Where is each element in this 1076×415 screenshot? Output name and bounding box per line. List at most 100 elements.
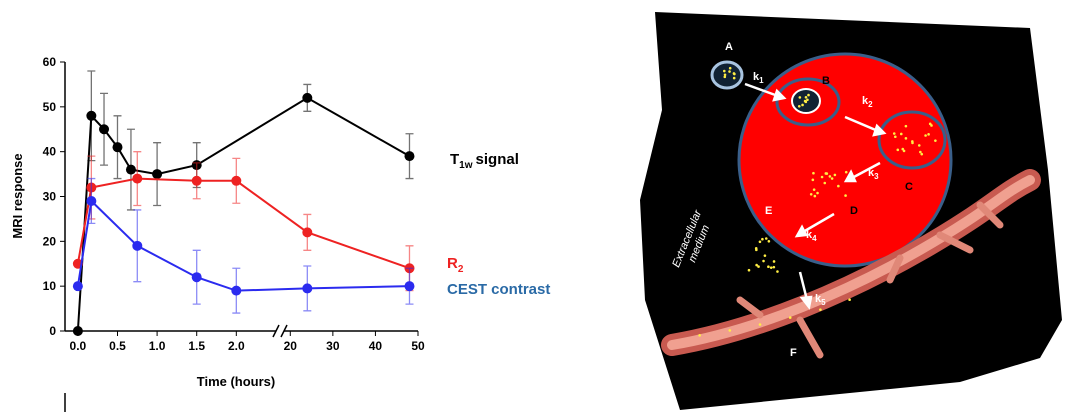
- nanoparticle: [761, 238, 764, 241]
- diagram-label: D: [850, 205, 858, 217]
- diagram-label: B: [822, 75, 830, 87]
- diagram-label: C: [905, 181, 913, 193]
- diagram-label-sub: 5: [821, 298, 826, 307]
- nanoparticle: [845, 171, 848, 174]
- nanoparticle: [723, 70, 726, 73]
- legend-label-part: signal: [476, 151, 519, 168]
- nanoparticle: [764, 254, 767, 257]
- legend-label-part: 1w: [459, 160, 473, 171]
- y-tick-label: 60: [43, 55, 57, 69]
- data-point: [192, 176, 202, 186]
- y-tick-label: 20: [43, 234, 57, 248]
- nanoparticle: [807, 94, 810, 97]
- nanoparticle: [762, 260, 765, 263]
- x-tick-label: 50: [411, 339, 425, 353]
- particle-a: [712, 62, 742, 88]
- x-tick-label: 20: [284, 339, 298, 353]
- data-point: [73, 326, 83, 336]
- nanoparticle: [789, 316, 792, 319]
- nanoparticle: [821, 176, 824, 179]
- nanoparticle: [729, 67, 732, 70]
- legend-label-part: R: [447, 255, 458, 272]
- data-point: [404, 281, 414, 291]
- nanoparticle: [826, 172, 829, 175]
- data-point: [99, 124, 109, 134]
- data-point: [132, 241, 142, 251]
- nanoparticle: [934, 139, 937, 142]
- nanoparticle: [924, 134, 927, 137]
- nanoparticle: [765, 237, 768, 240]
- data-point: [192, 272, 202, 282]
- nanoparticle: [844, 194, 847, 197]
- data-point: [112, 142, 122, 152]
- y-axis-title: MRI response: [10, 153, 25, 238]
- y-tick-label: 0: [49, 324, 56, 338]
- x-tick-label: 1.0: [149, 339, 166, 353]
- x-tick-label: 0.0: [70, 339, 87, 353]
- x-tick-label: 1.5: [188, 339, 205, 353]
- nanoparticle: [801, 104, 804, 107]
- nanoparticle: [893, 132, 896, 135]
- data-point: [86, 111, 96, 121]
- nanoparticle: [768, 240, 771, 243]
- nanoparticle: [755, 247, 758, 250]
- legend-label-part: 2: [458, 264, 464, 275]
- nanoparticle: [757, 265, 760, 268]
- nanoparticle: [773, 260, 776, 263]
- nanoparticle: [806, 98, 809, 101]
- nanoparticle: [819, 308, 822, 311]
- nanoparticle: [810, 193, 813, 196]
- nanoparticle: [837, 185, 840, 188]
- nanoparticle: [905, 137, 908, 140]
- diagram-label-sub: 3: [874, 172, 879, 181]
- diagram-label-sub: 4: [812, 234, 817, 243]
- x-tick-label: 30: [326, 339, 340, 353]
- diagram: ABCDEFk1k2k3k4k5Extracellularmedium: [640, 12, 1062, 410]
- diagram-label: F: [790, 347, 797, 359]
- nanoparticle: [748, 269, 751, 272]
- x-axis-title: Time (hours): [197, 374, 276, 389]
- series-line: [78, 201, 410, 291]
- diagram-label: A: [725, 41, 733, 53]
- nanoparticle: [919, 151, 922, 154]
- nanoparticle: [900, 133, 903, 136]
- diagram-label-sub: 2: [868, 100, 873, 109]
- y-tick-label: 10: [43, 279, 57, 293]
- figure: 01020304050600.00.51.01.52.020304050Time…: [0, 0, 1076, 415]
- data-point: [302, 283, 312, 293]
- nanoparticle: [848, 298, 851, 301]
- nanoparticle: [798, 105, 801, 108]
- nanoparticle: [733, 77, 736, 80]
- legend-label: CEST contrast: [447, 281, 550, 298]
- nanoparticle: [918, 144, 921, 147]
- nanoparticle: [729, 329, 732, 332]
- legend-label: T1wsignal: [450, 151, 519, 171]
- nanoparticle: [911, 140, 914, 143]
- data-point: [86, 196, 96, 206]
- x-tick-label: 2.0: [228, 339, 245, 353]
- x-tick-label: 40: [369, 339, 383, 353]
- nanoparticle: [829, 175, 832, 178]
- page: 01020304050600.00.51.01.52.020304050Time…: [0, 0, 1076, 415]
- nanoparticle: [920, 153, 923, 156]
- cell: [739, 54, 951, 266]
- diagram-label-sub: 1: [759, 76, 764, 85]
- diagram-label: E: [765, 205, 772, 217]
- legend-label-part: CEST contrast: [447, 281, 550, 298]
- nanoparticle: [698, 334, 701, 337]
- data-point: [404, 151, 414, 161]
- nanoparticle: [834, 174, 837, 177]
- nanoparticle: [894, 135, 897, 138]
- data-point: [302, 227, 312, 237]
- nanoparticle: [804, 100, 807, 103]
- data-point: [302, 93, 312, 103]
- nanoparticle: [823, 182, 826, 185]
- y-tick-label: 30: [43, 190, 57, 204]
- nanoparticle: [831, 177, 834, 180]
- legend-label-part: T: [450, 151, 459, 168]
- nanoparticle: [816, 192, 819, 195]
- data-point: [152, 169, 162, 179]
- legend-label: R2: [447, 255, 464, 275]
- nanoparticle: [814, 195, 817, 198]
